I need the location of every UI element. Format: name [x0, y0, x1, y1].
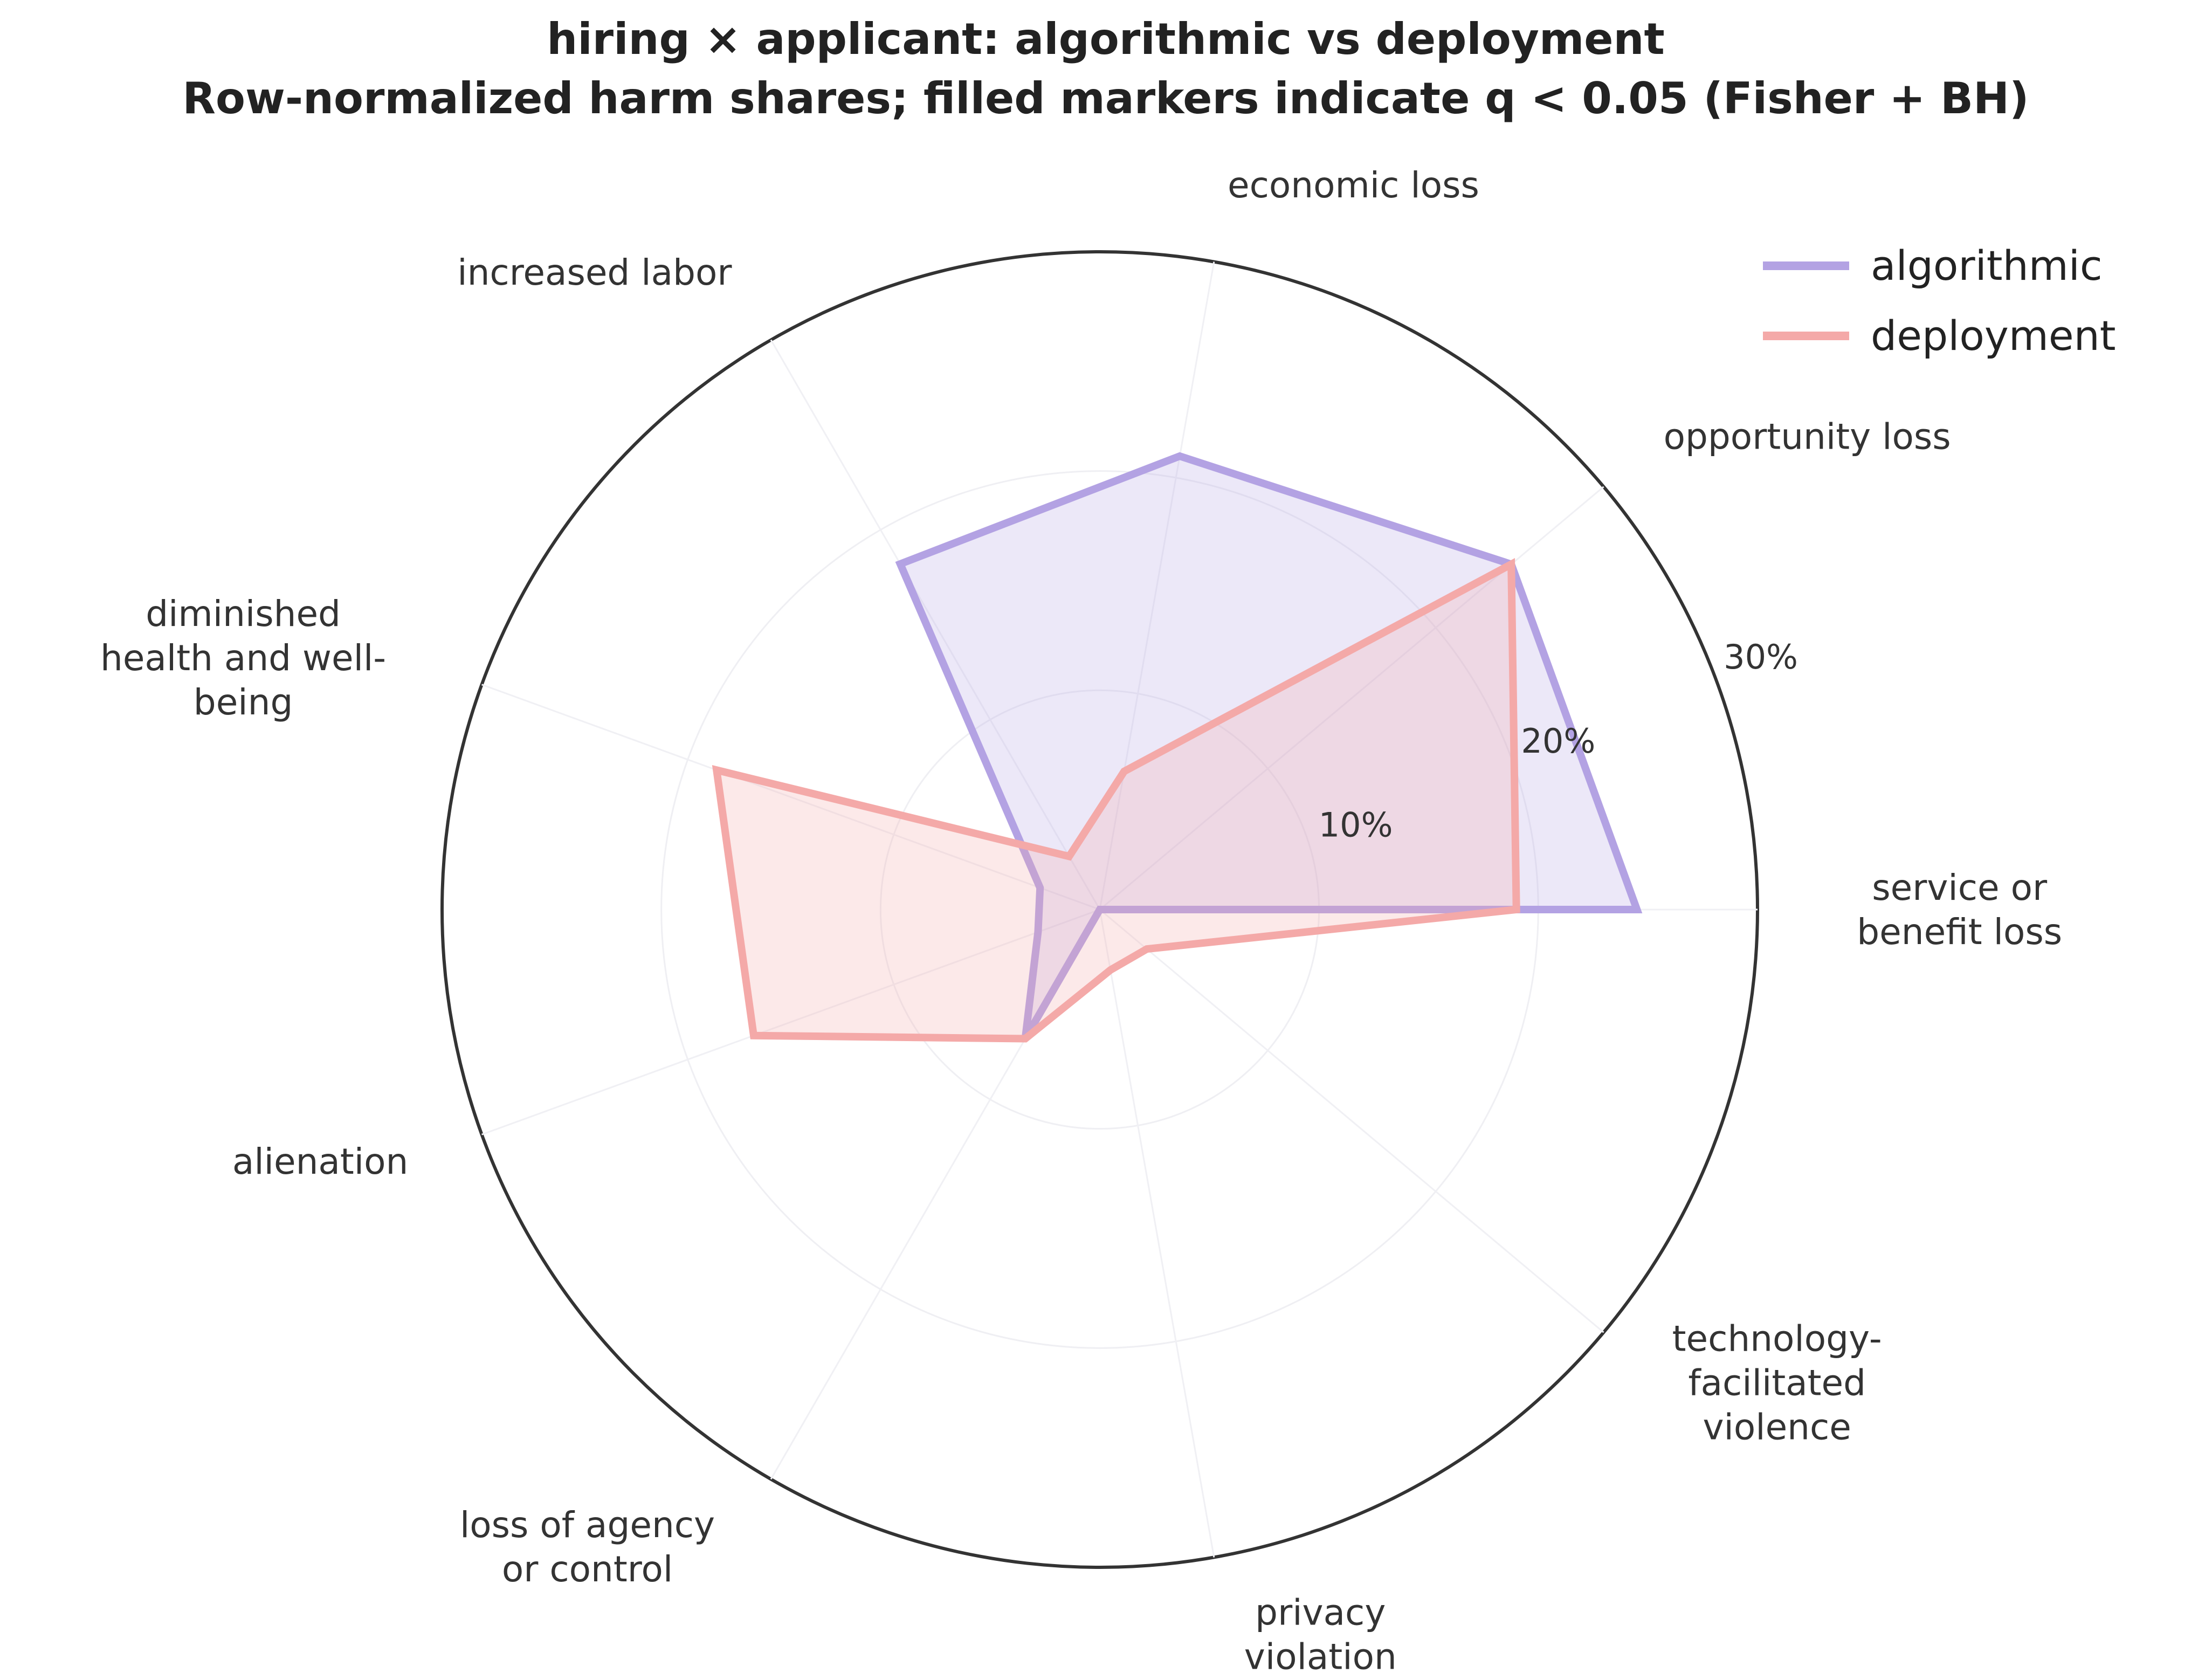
grid-spoke [1099, 261, 1215, 910]
axis-label: loss of agency or control [460, 1504, 715, 1590]
axis-label-line: or control [502, 1548, 673, 1590]
axis-label: economic loss [1228, 164, 1479, 206]
axis-label: privacy violation [1244, 1592, 1397, 1677]
grid-spoke [481, 684, 1100, 911]
grid-spoke [1099, 909, 1215, 1558]
axis-labels: service or benefit loss opportunity loss ec… [100, 164, 2062, 1678]
series-layer [712, 452, 1643, 1043]
legend-label: deployment [1871, 312, 2116, 360]
axis-label-line: service or [1872, 867, 2048, 908]
axis-label: technology-facilitated violence [1672, 1318, 1882, 1448]
title-line-1: hiring × applicant: algorithmic vs deplo… [547, 14, 1665, 64]
axis-label-line: technology- [1672, 1318, 1882, 1360]
axis-label-line: health and well- [100, 637, 386, 679]
legend-label: algorithmic [1871, 242, 2103, 290]
axis-label-line: benefit loss [1857, 911, 2062, 953]
axis-label-line: economic loss [1228, 164, 1479, 206]
series-line-deployment [712, 558, 1520, 1043]
title-line-2: Row-normalized harm shares; filled marke… [182, 73, 2029, 123]
series-line-algorithmic [895, 452, 1643, 1041]
axis-label-line: loss of agency [460, 1504, 715, 1546]
grid-spoke [1099, 486, 1604, 911]
axis-label: alienation [232, 1141, 408, 1182]
axis-label-line: violation [1244, 1636, 1397, 1677]
axis-label-line: alienation [232, 1141, 408, 1182]
radial-tick-labels: 10% 20% 30% [1319, 637, 1798, 844]
axis-label-line: privacy [1255, 1592, 1386, 1633]
axis-label: opportunity loss [1664, 416, 1951, 458]
grid-spoke [1099, 908, 1604, 1333]
axis-label: diminished health and well-being [100, 593, 386, 723]
axis-label-line: violence [1703, 1407, 1851, 1448]
legend: algorithmic deployment [1763, 242, 2116, 360]
radial-tick-label: 20% [1521, 721, 1595, 761]
axis-label-line: facilitated [1688, 1362, 1866, 1404]
grid-spoke [770, 339, 1101, 910]
axis-label-line: diminished [146, 593, 341, 635]
grid-spoke [481, 908, 1100, 1135]
axis-label: service or benefit loss [1857, 867, 2062, 953]
chart-title: hiring × applicant: algorithmic vs deplo… [182, 14, 2029, 123]
radial-tick-label: 10% [1319, 805, 1393, 844]
axis-label: increased labor [457, 252, 732, 293]
axis-label-line: being [194, 681, 293, 723]
series-fill-algorithmic [900, 456, 1637, 1039]
series-fill-deployment [716, 564, 1517, 1039]
axis-label-line: opportunity loss [1664, 416, 1951, 458]
axis-label-line: increased labor [457, 252, 732, 293]
radial-tick-label: 30% [1724, 637, 1798, 677]
